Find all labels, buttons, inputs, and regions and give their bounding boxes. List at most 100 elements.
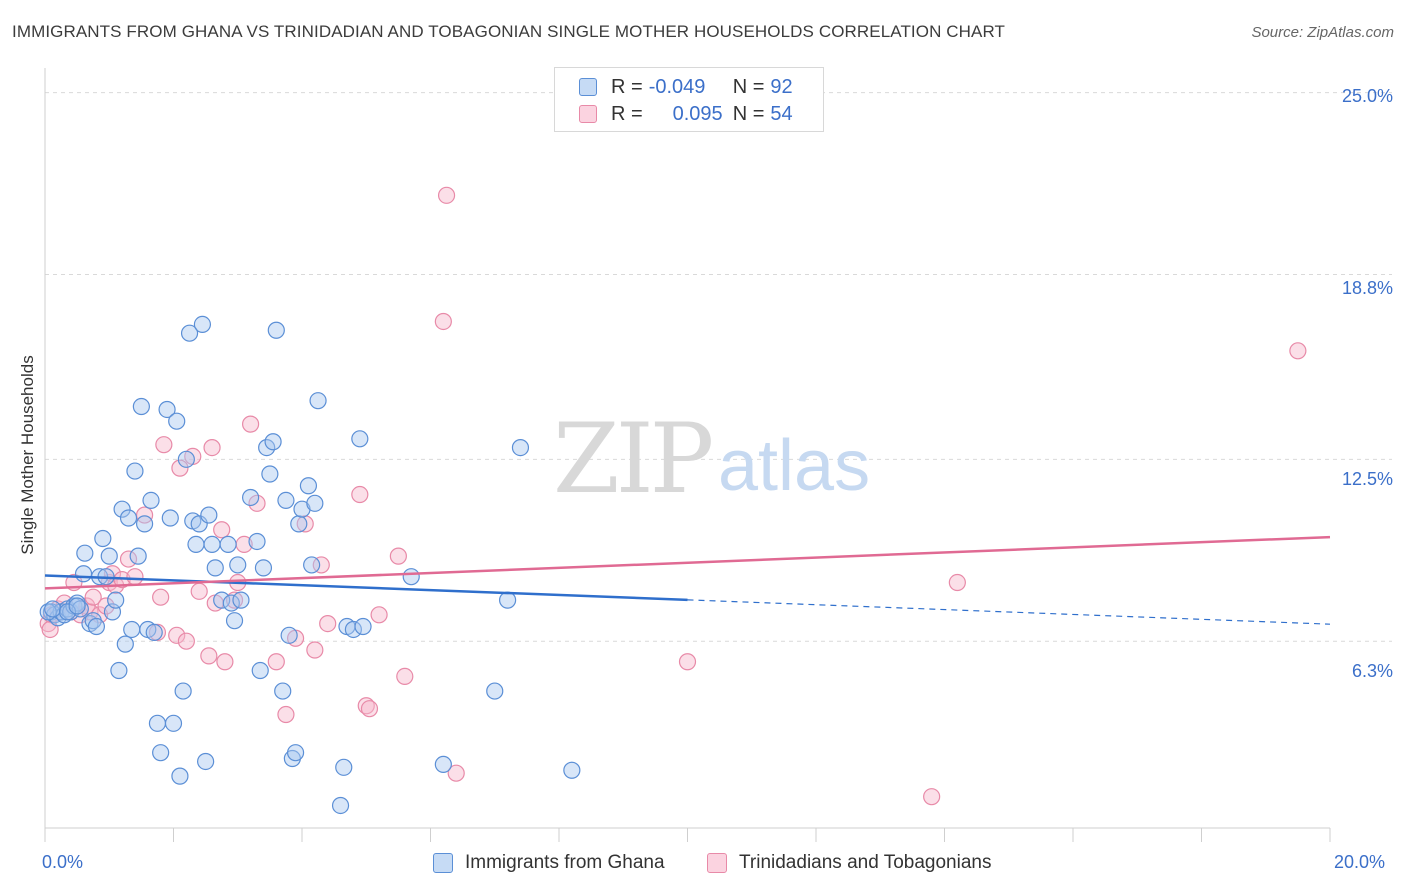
ghana-point [193,315,212,333]
chart-title: IMMIGRANTS FROM GHANA VS TRINIDADIAN AND… [12,22,1006,41]
trinidad-point [360,700,379,718]
y-tick-label: 12.5% [1341,469,1393,489]
ghana-point [351,430,369,448]
trinidad-point [152,588,170,606]
trinidad-point [357,697,375,715]
ghana-point [129,547,147,565]
ghana-point [197,752,215,771]
ghana-point [68,597,86,615]
trinidad-point [155,436,173,454]
ghana-point [87,617,106,636]
ghana-point [434,755,452,774]
trinidad-point [213,521,231,539]
ghana-point [180,324,199,342]
ghana-trend-extension [687,599,1331,625]
ghana-legend-swatch [433,853,453,873]
ghana-n-value: 92 [770,75,793,98]
ghana-swatch [579,78,597,96]
ghana-point [110,661,128,680]
trinidad-point [306,641,324,659]
ghana-point [142,491,160,509]
legend-row-ghana: R = -0.049 N = 92 [579,74,793,100]
trinidad-point [171,459,189,477]
y-tick-label: 25.0% [1341,86,1393,106]
trinidad-trend-line [44,535,1331,590]
ghana-point [152,744,170,762]
x-tick-label-max: 20.0% [1334,852,1386,872]
ghana-point [267,321,285,339]
trinidad-legend-label: Trinidadians and Tobagonians [739,852,992,873]
legend-item-ghana[interactable]: Immigrants from Ghana [433,852,665,874]
ghana-point [354,617,372,636]
legend-row-trinidad: R = 0.095 N = 54 [579,101,793,127]
trinidad-point [370,606,388,624]
ghana-point [264,433,282,451]
correlation-legend: R = -0.049 N = 92 R = 0.095 N = 54 [554,67,824,132]
ghana-point [280,626,298,644]
ghana-point [286,744,305,762]
ghana-point [113,500,131,518]
ghana-legend-label: Immigrants from Ghana [465,852,665,873]
trinidad-point [447,764,465,782]
ghana-point [148,714,167,732]
ghana-point [71,600,89,618]
ghana-point [206,559,224,577]
trinidad-point [948,573,966,592]
n-label: N = [732,75,765,98]
trinidad-point [351,485,369,504]
ghana-point [135,515,154,533]
ghana-point [511,439,530,457]
ghana-point [58,603,77,621]
series-ghana-points [39,315,581,815]
ghana-point [563,761,581,779]
ghana-point [309,392,327,410]
trinidad-point [225,591,244,609]
ghana-point [335,758,353,776]
trinidad-point [168,626,186,644]
ghana-point [232,591,250,609]
ghana-point [107,591,125,609]
ghana-point [44,600,62,618]
ghana-point [344,620,362,639]
ghana-point [76,544,94,562]
ghana-point [161,509,179,527]
ghana-point [499,591,517,609]
trinidad-point [248,494,266,512]
ghana-point [100,547,118,565]
trinidad-point [437,186,456,204]
ghana-point [123,620,141,639]
watermark-zip: ZIP [553,403,712,515]
ghana-point [158,400,176,419]
ghana-point [187,535,205,554]
ghana-point [74,565,93,583]
ghana-point [277,491,295,509]
trinidad-r-value: 0.095 [672,102,723,125]
ghana-point [402,568,420,586]
y-tick-label: 18.8% [1341,278,1393,298]
ghana-point [213,591,231,609]
y-axis-label: Single Mother Households [18,355,37,555]
trend-lines [44,535,1331,625]
ghana-point [174,682,192,700]
ghana-point [299,477,318,495]
ghana-point [203,535,221,554]
trinidad-point [277,705,295,724]
ghana-point [126,462,144,480]
ghana-point [94,529,112,548]
trinidad-point [267,653,285,671]
ghana-point [261,465,279,483]
trinidad-point [678,653,697,671]
ghana-point [225,612,244,630]
ghana-point [200,506,218,524]
trinidad-point [396,667,414,686]
trinidad-point [389,547,407,565]
chart-source: Source: ZipAtlas.com [1251,24,1394,41]
ghana-point [168,412,186,430]
r-label: R = [611,102,643,125]
trinidad-point [319,614,337,633]
ghana-point [274,682,292,700]
legend-item-trinidad[interactable]: Trinidadians and Tobagonians [707,852,991,874]
ghana-trend-line [44,574,688,602]
trinidad-n-value: 54 [770,102,793,125]
